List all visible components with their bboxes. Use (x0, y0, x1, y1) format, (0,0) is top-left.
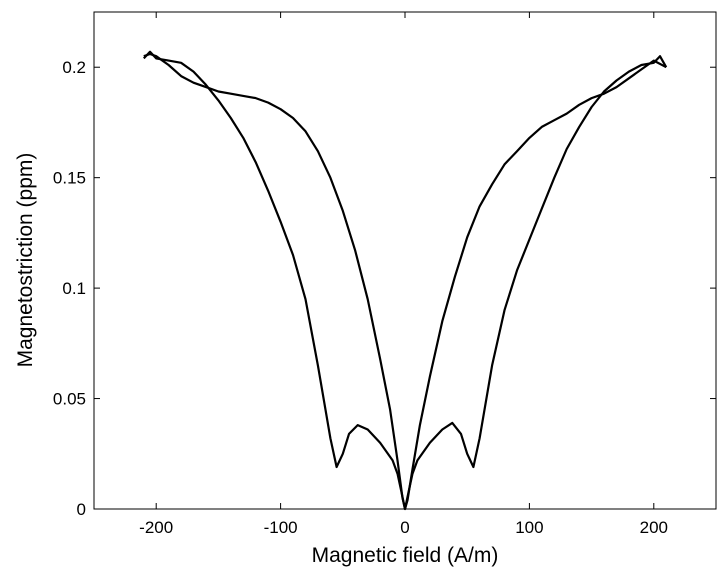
y-axis-label: Magnetostriction (ppm) (14, 153, 37, 368)
y-tick-label: 0.2 (62, 58, 86, 77)
x-tick-label: 100 (515, 518, 543, 537)
y-tick-label: 0.05 (53, 390, 86, 409)
x-tick-label: 0 (400, 518, 409, 537)
x-axis-label: Magnetic field (A/m) (312, 544, 499, 567)
y-tick-label: 0.15 (53, 169, 86, 188)
x-tick-label: -200 (139, 518, 173, 537)
y-tick-label: 0 (77, 500, 86, 519)
ticks-layer: -200 -100 0 100 200 0 0.05 0.1 0.15 0.2 (53, 12, 716, 537)
y-tick-label: 0.1 (62, 279, 86, 298)
x-tick-label: 200 (640, 518, 668, 537)
x-tick-label: -100 (264, 518, 298, 537)
plot-area (94, 12, 716, 509)
series-line-2 (142, 50, 667, 511)
series-layer (142, 50, 668, 511)
